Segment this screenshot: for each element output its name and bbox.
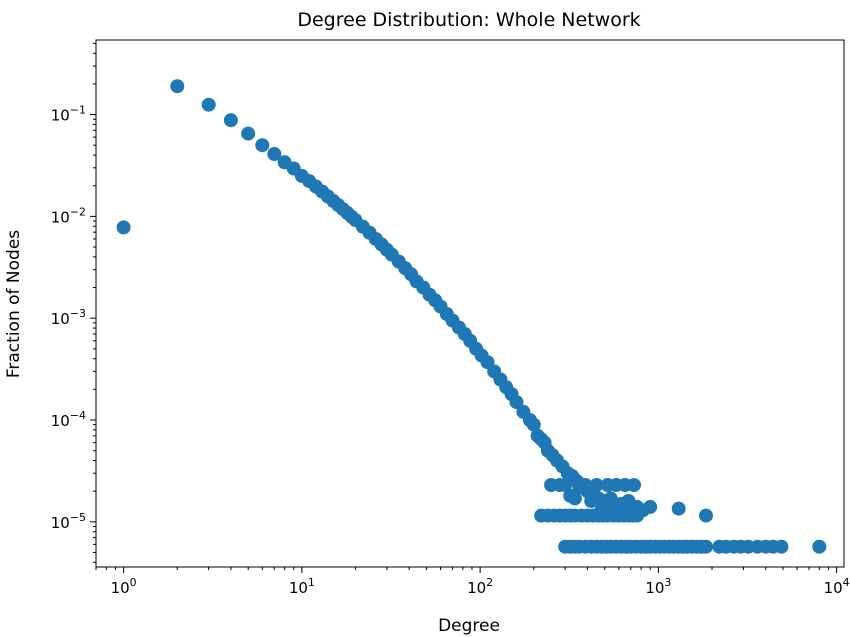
scatter-point [170,79,185,94]
x-tick-label: 100 [111,576,137,597]
x-axis-ticks: 100 101 102 103 104 [95,567,850,597]
scatter-point [241,126,256,141]
y-tick-label: 10−4 [51,409,86,430]
scatter-point [201,97,216,112]
y-tick-label: 10−3 [51,307,86,328]
y-axis-label: Fraction of Nodes [4,230,24,378]
x-tick-label: 104 [824,576,850,597]
x-tick-label: 103 [645,576,671,597]
scatter-point [578,478,593,492]
scatter-point [812,539,827,554]
scatter-point [699,539,713,554]
scatter-point [699,508,713,523]
x-tick-label: 101 [289,576,315,597]
plot-area [95,39,845,568]
scatter-point [116,220,131,235]
y-tick-label: 10−5 [51,511,86,532]
scatter-point [526,417,541,432]
chart-title: Degree Distribution: Whole Network [297,9,640,31]
scatter-point [509,395,524,410]
x-axis-label: Degree [438,616,500,636]
scatter-point [584,494,599,508]
y-tick-label: 10−2 [51,205,86,226]
scatter-point [774,539,789,554]
scatter-point [223,113,238,128]
scatter-point [671,501,686,516]
scatter-point [558,478,573,492]
x-tick-label: 102 [467,576,493,597]
scatter-points [116,79,827,554]
scatter-point [267,147,282,161]
y-axis-ticks: 10−5 10−4 10−3 10−2 10−1 [51,42,96,563]
scatter-point [603,491,618,506]
y-tick-label: 10−1 [51,104,86,125]
scatter-point [630,508,645,523]
scatter-point [627,478,641,492]
scatter-point [589,478,604,492]
scatter-point [567,491,582,506]
scatter-point [255,138,270,153]
